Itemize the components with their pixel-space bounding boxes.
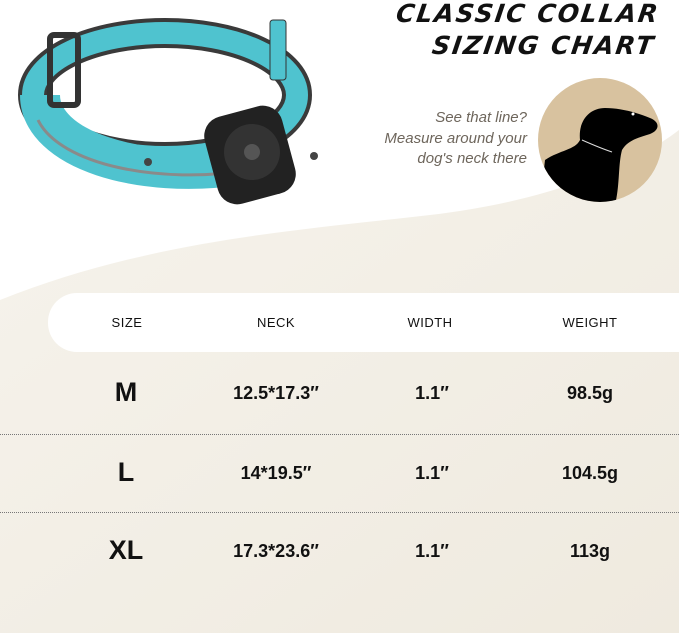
hint-line-2: Measure around your — [384, 129, 527, 147]
header-weight: WEIGHT — [562, 315, 618, 330]
beige-wave — [0, 130, 679, 633]
weight-cell: 104.5g — [561, 463, 619, 483]
table-header: SIZE NECK WIDTH WEIGHT — [48, 293, 679, 352]
width-cell: 1.1″ — [415, 383, 449, 403]
header-neck: NECK — [256, 315, 296, 330]
title-line-2: SIZING CHART — [430, 31, 657, 60]
title-line-1: CLASSIC COLLAR — [394, 0, 662, 28]
weight-cell: 98.5g — [566, 383, 614, 403]
table-row: M 12.5*17.3″ 1.1″ 98.5g — [0, 373, 679, 413]
header-size: SIZE — [111, 315, 143, 330]
width-cell: 1.1″ — [415, 541, 449, 561]
hint-line-1: See that line? — [435, 109, 527, 126]
page-title: CLASSIC COLLAR SIZING CHART — [389, 0, 661, 62]
neck-cell: 14*19.5″ — [240, 463, 312, 483]
collar-image — [18, 18, 318, 205]
neck-cell: 17.3*23.6″ — [233, 541, 319, 561]
size-cell: M — [114, 377, 138, 407]
table-row: XL 17.3*23.6″ 1.1″ 113g — [0, 531, 679, 571]
neck-cell: 12.5*17.3″ — [233, 383, 319, 403]
size-cell: L — [117, 457, 135, 487]
size-cell: XL — [108, 535, 144, 565]
measurement-hint: See that line? Measure around your dog's… — [384, 108, 527, 170]
table-row: L 14*19.5″ 1.1″ 104.5g — [0, 453, 679, 493]
row-divider — [0, 434, 679, 435]
hint-line-3: dog's neck there — [417, 150, 527, 167]
width-cell: 1.1″ — [415, 463, 449, 483]
weight-cell: 113g — [569, 541, 611, 561]
dog-neck-illustration — [538, 78, 662, 202]
header-width: WIDTH — [407, 315, 453, 330]
row-divider — [0, 512, 679, 513]
